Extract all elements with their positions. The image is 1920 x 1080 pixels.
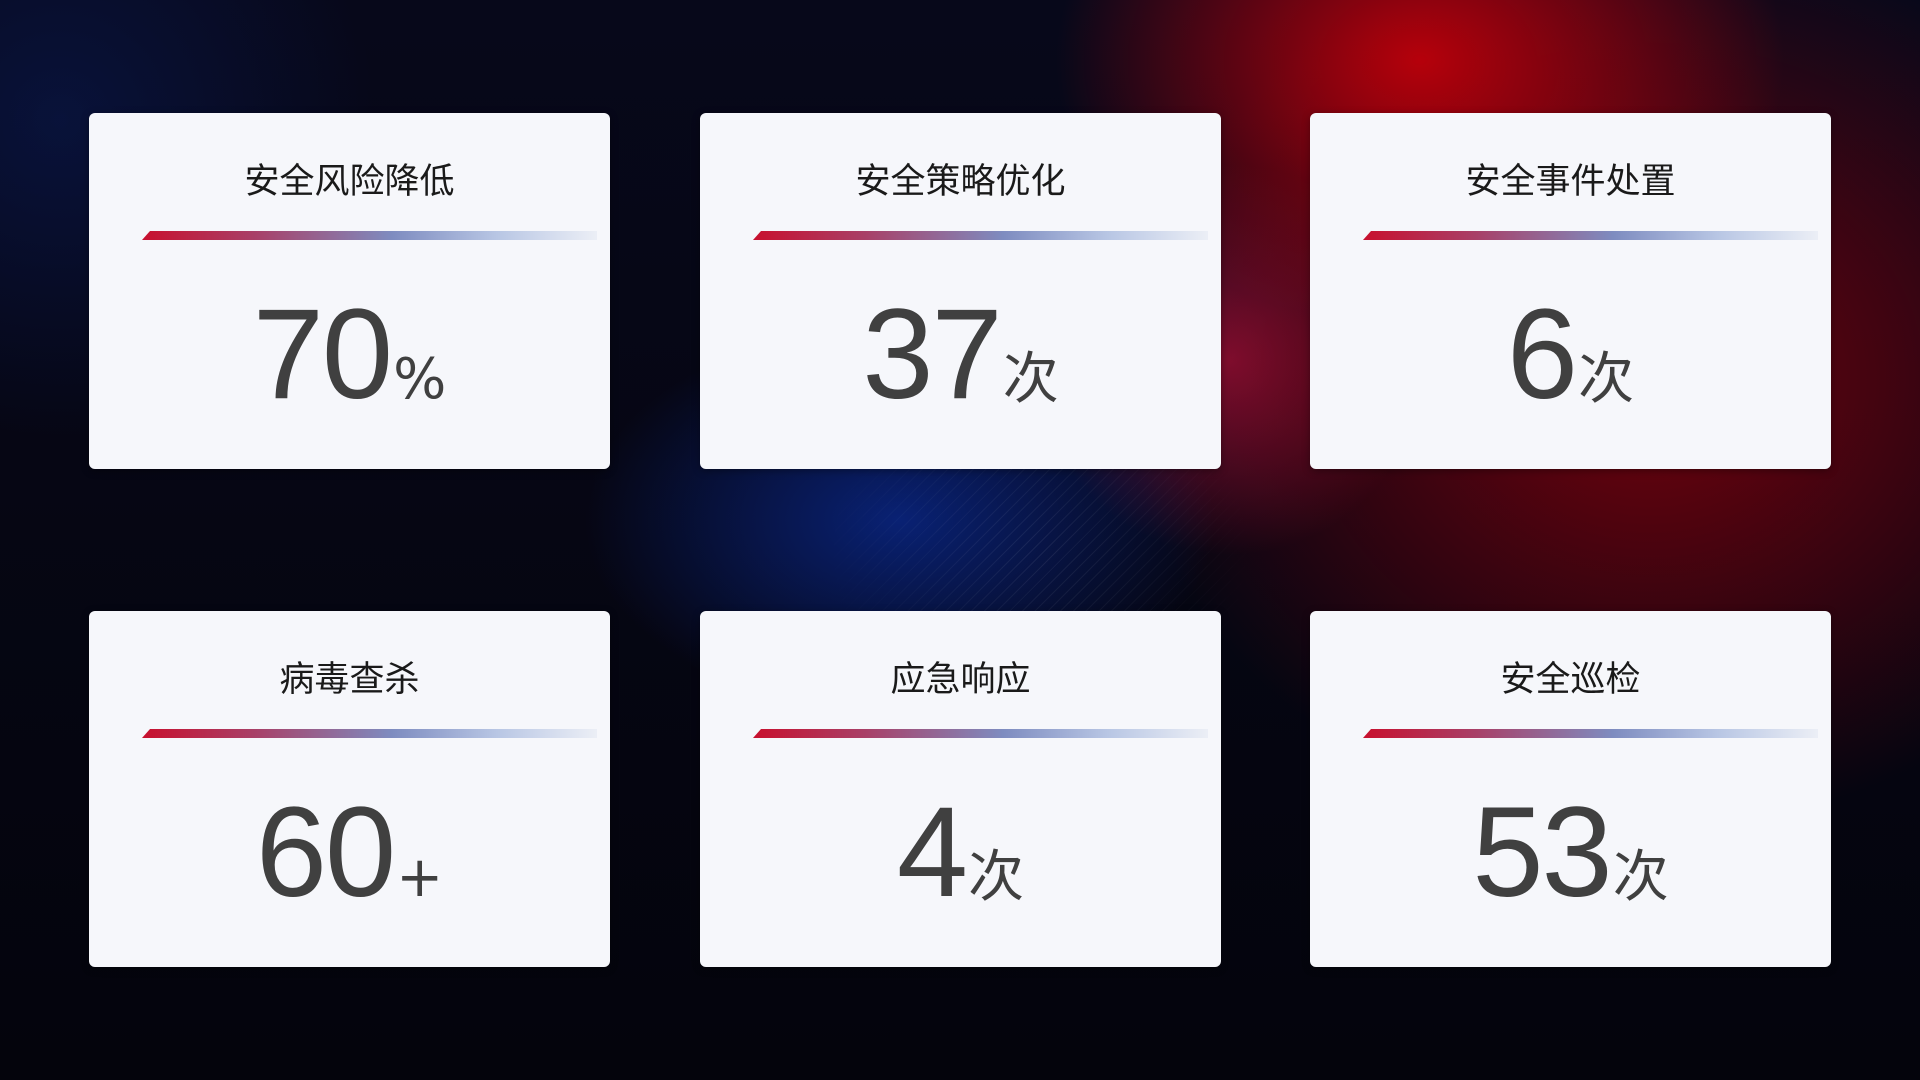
stat-card-risk-reduction: 安全风险降低 70% (89, 113, 610, 469)
card-divider (142, 231, 597, 240)
value-unit: 次 (968, 845, 1025, 910)
card-title: 应急响应 (890, 660, 1031, 700)
card-divider (1363, 231, 1818, 240)
card-value: 70% (89, 281, 610, 428)
card-divider (142, 729, 597, 738)
value-number: 4 (896, 781, 968, 924)
stat-card-incident-handling: 安全事件处置 6次 (1310, 113, 1831, 469)
card-divider (1363, 729, 1818, 738)
card-value: 6次 (1310, 281, 1831, 428)
card-title: 安全巡检 (1500, 660, 1641, 700)
stat-card-policy-optimization: 安全策略优化 37次 (700, 113, 1221, 469)
card-title: 安全策略优化 (855, 162, 1066, 202)
value-unit: 次 (1578, 347, 1635, 412)
card-divider (753, 231, 1208, 240)
card-divider (753, 729, 1208, 738)
value-number: 70 (252, 283, 393, 426)
stat-card-emergency-response: 应急响应 4次 (700, 611, 1221, 967)
value-unit: % (393, 347, 447, 412)
card-value: 60+ (89, 779, 610, 926)
value-unit: 次 (1002, 347, 1059, 412)
card-title: 安全事件处置 (1465, 162, 1676, 202)
value-unit: 次 (1612, 845, 1669, 910)
stat-card-virus-removal: 病毒查杀 60+ (89, 611, 610, 967)
value-number: 37 (862, 283, 1002, 426)
card-value: 37次 (700, 281, 1221, 428)
card-title: 病毒查杀 (279, 660, 420, 700)
value-number: 60 (255, 781, 396, 924)
stat-card-security-inspection: 安全巡检 53次 (1310, 611, 1831, 967)
value-number: 6 (1506, 283, 1578, 426)
card-value: 53次 (1310, 779, 1831, 926)
card-title: 安全风险降低 (244, 162, 455, 202)
card-value: 4次 (700, 779, 1221, 926)
value-unit: + (396, 845, 444, 910)
value-number: 53 (1472, 781, 1612, 924)
